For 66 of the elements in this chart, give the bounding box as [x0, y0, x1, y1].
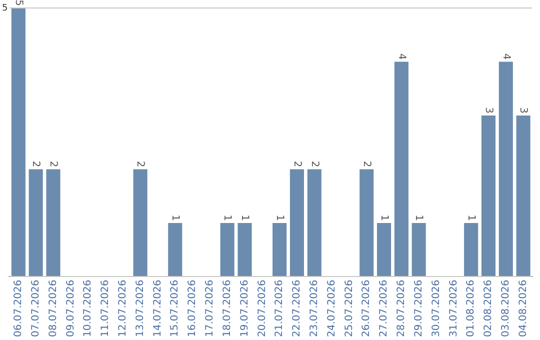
x-tick-label: 19.07.2026 — [239, 280, 250, 338]
x-tick-label: 20.07.2026 — [256, 280, 268, 338]
x-tick-label: 01.08.2026 — [466, 280, 477, 338]
x-tick-label: 30.07.2026 — [430, 280, 442, 338]
bar — [133, 169, 148, 276]
data-label: 4 — [500, 53, 512, 60]
x-tick-label: 03.08.2026 — [500, 280, 512, 338]
data-label: 5 — [2, 3, 8, 14]
data-label: 1 — [222, 214, 233, 221]
x-tick-label: 27.07.2026 — [378, 280, 390, 338]
x-tick-label: 25.07.2026 — [344, 280, 355, 338]
x-tick-label: 18.07.2026 — [222, 280, 233, 338]
data-label: 3 — [518, 107, 529, 114]
x-tick-label: 07.07.2026 — [30, 280, 42, 338]
x-tick-label: 16.07.2026 — [187, 280, 198, 338]
data-label: 2 — [361, 160, 372, 168]
x-tick-label: 06.07.2026 — [13, 280, 24, 338]
x-tick-label: 04.08.2026 — [518, 280, 529, 338]
bar — [394, 62, 408, 276]
x-tick-label: 13.07.2026 — [134, 280, 146, 338]
x-tick-label: 10.07.2026 — [82, 280, 94, 338]
x-tick-label: 02.08.2026 — [483, 280, 494, 338]
bar — [272, 222, 287, 276]
bar — [168, 222, 182, 276]
bar — [290, 169, 304, 276]
x-tick-label: 08.07.2026 — [48, 280, 59, 338]
data-label: 4 — [396, 53, 407, 60]
data-label: 1 — [465, 214, 476, 221]
x-tick-label: 12.07.2026 — [117, 280, 128, 338]
x-tick-label: 23.07.2026 — [308, 280, 320, 338]
bar — [464, 222, 478, 276]
data-label: 1 — [378, 214, 390, 221]
data-label: 2 — [291, 160, 302, 168]
bar — [238, 222, 252, 276]
data-label: 1 — [239, 214, 250, 221]
x-tick-label: 17.07.2026 — [204, 280, 216, 338]
x-tick-label: 26.07.2026 — [361, 280, 372, 338]
bar — [220, 222, 234, 276]
bar — [46, 169, 60, 276]
x-tick-label: 14.07.2026 — [152, 280, 164, 338]
data-label: 3 — [482, 107, 494, 114]
bar — [516, 116, 530, 276]
data-label: 2 — [134, 160, 146, 168]
bar — [11, 8, 26, 276]
data-label: 2 — [308, 160, 320, 168]
x-tick-label: 28.07.2026 — [396, 280, 408, 338]
bar — [360, 169, 374, 276]
x-tick-label: 09.07.2026 — [65, 280, 76, 338]
data-label: 2 — [30, 160, 42, 168]
bar — [498, 62, 513, 276]
bar — [307, 169, 322, 276]
data-label: 1 — [413, 214, 424, 221]
bar — [376, 222, 392, 276]
bar — [28, 169, 43, 276]
data-label: 1 — [170, 214, 181, 221]
x-tick-label: 11.07.2026 — [100, 280, 112, 338]
bar — [481, 116, 496, 276]
x-tick-label: 31.07.2026 — [448, 280, 460, 338]
data-label: 1 — [274, 214, 285, 221]
x-tick-label: 24.07.2026 — [326, 280, 338, 338]
x-tick-label: 21.07.2026 — [274, 280, 286, 338]
bar — [412, 222, 426, 276]
data-label: 2 — [48, 160, 59, 168]
x-tick-label: 22.07.2026 — [292, 280, 303, 338]
x-tick-label: 15.07.2026 — [170, 280, 181, 338]
x-tick-label: 29.07.2026 — [413, 280, 424, 338]
